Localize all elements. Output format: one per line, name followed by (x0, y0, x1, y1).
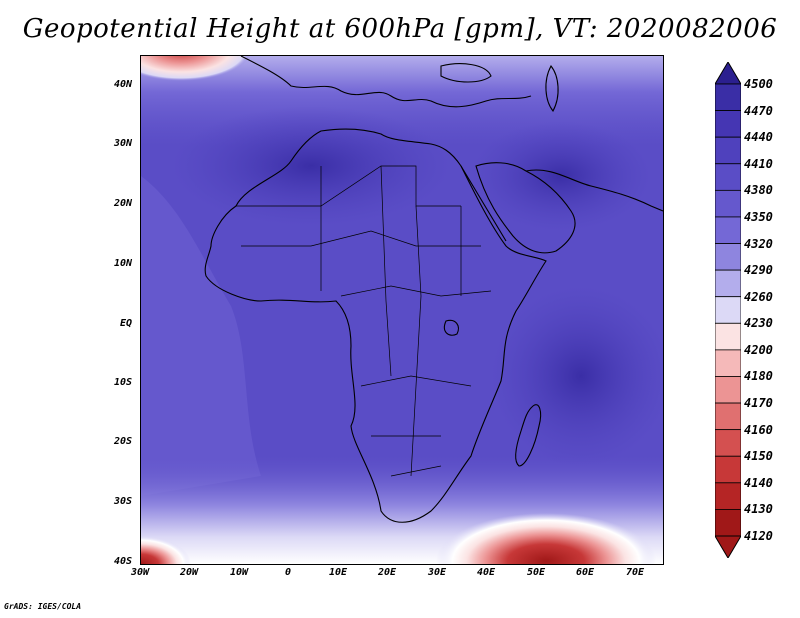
colorbar-box (715, 349, 741, 377)
map-panel (140, 55, 664, 565)
colorbar-top-triangle (715, 62, 741, 85)
colorbar-box (715, 455, 741, 484)
colorbar-level-label: 4470 (744, 103, 773, 118)
colorbar-box (715, 402, 741, 431)
colorbar-box (715, 189, 741, 218)
africa-coast (204, 128, 547, 523)
lon-label-10w: 10W (229, 567, 249, 578)
border-southern-africa (371, 435, 442, 477)
arabia-coast (475, 162, 576, 254)
lat-label-30n: 30N (113, 138, 132, 149)
colorbar-box (715, 110, 741, 138)
border-vert3 (410, 205, 422, 477)
lon-label-30w: 30W (130, 567, 150, 578)
colorbar-level-label: 4260 (744, 289, 773, 304)
high-sahara (171, 106, 451, 226)
colorbar-level-label: 4380 (744, 183, 773, 198)
colorbar-level-label: 4440 (744, 130, 773, 145)
colorbar-box (715, 136, 741, 165)
colorbar-level-label: 4180 (744, 369, 773, 384)
low-sw-corner (141, 536, 191, 564)
red-sea (460, 165, 507, 242)
lon-label-0: 0 (284, 567, 292, 578)
border-central (340, 285, 492, 297)
colorbar-box (715, 482, 741, 510)
country-borders (236, 165, 492, 477)
colorbar-level-label: 4200 (744, 342, 773, 357)
colorbar-level-label: 4230 (744, 316, 773, 331)
high-indian-ocean (491, 286, 663, 466)
lat-label-30s: 30S (113, 496, 132, 507)
colorbar-box (715, 296, 741, 324)
border-sahara (236, 165, 461, 207)
high-arabia (471, 121, 651, 231)
colorbar-level-label: 4130 (744, 502, 773, 517)
geopotential-map (141, 56, 663, 564)
black-sea (440, 63, 492, 83)
colorbar-box (715, 376, 741, 404)
lat-label-10n: 10N (113, 258, 132, 269)
colorbar-level-label: 4350 (744, 209, 773, 224)
colorbar-level-label: 4150 (744, 449, 773, 464)
colorbar-box (715, 509, 741, 537)
colorbar (715, 62, 741, 558)
colorbar-level-label: 4320 (744, 236, 773, 251)
colorbar-bottom-triangle (715, 535, 741, 558)
asia-coast (525, 169, 663, 212)
grads-credit: GrADS: IGES/COLA (4, 602, 82, 611)
lat-label-20s: 20S (113, 436, 132, 447)
border-vert2 (380, 165, 392, 377)
colorbar-level-label: 4120 (744, 529, 773, 543)
lake-victoria (443, 319, 459, 336)
europe-coast (240, 56, 532, 108)
colorbar-level-label: 4160 (744, 422, 773, 437)
field-west-ocean (141, 176, 261, 496)
low-south-atlantic-ne (141, 56, 251, 81)
lon-label-30e: 30E (427, 567, 447, 578)
coastlines (204, 56, 663, 523)
colorbar-level-label: 4140 (744, 475, 773, 490)
lat-label-10s: 10S (113, 377, 132, 388)
border-south (360, 375, 472, 387)
colorbar-box (715, 163, 741, 191)
lat-label-20n: 20N (113, 198, 132, 209)
low-southern-ocean (436, 513, 656, 564)
lat-label-40n: 40N (113, 79, 132, 90)
colorbar-box (715, 429, 741, 457)
lon-label-20w: 20W (179, 567, 199, 578)
colorbar-box (715, 243, 741, 271)
lon-label-20e: 20E (377, 567, 397, 578)
lon-label-50e: 50E (526, 567, 546, 578)
chart-title: Geopotential Height at 600hPa [gpm], VT:… (22, 14, 778, 44)
colorbar-level-label: 4410 (744, 156, 773, 171)
colorbar-level-label: 4500 (744, 77, 773, 91)
colorbar-level-label: 4290 (744, 263, 773, 278)
lon-label-70e: 70E (625, 567, 645, 578)
lat-label-eq: EQ (119, 318, 132, 329)
lon-label-10e: 10E (328, 567, 348, 578)
colorbar-box (715, 83, 741, 111)
lon-label-40e: 40E (476, 567, 496, 578)
lon-label-60e: 60E (575, 567, 595, 578)
colorbar-level-label: 4170 (744, 396, 773, 411)
madagascar-coast (515, 404, 542, 467)
lat-label-40s: 40S (113, 556, 132, 567)
colorbar-box (715, 269, 741, 298)
caspian-sea (545, 65, 559, 112)
colorbar-box (715, 322, 741, 351)
colorbar-box (715, 216, 741, 244)
border-sahel (241, 230, 481, 247)
